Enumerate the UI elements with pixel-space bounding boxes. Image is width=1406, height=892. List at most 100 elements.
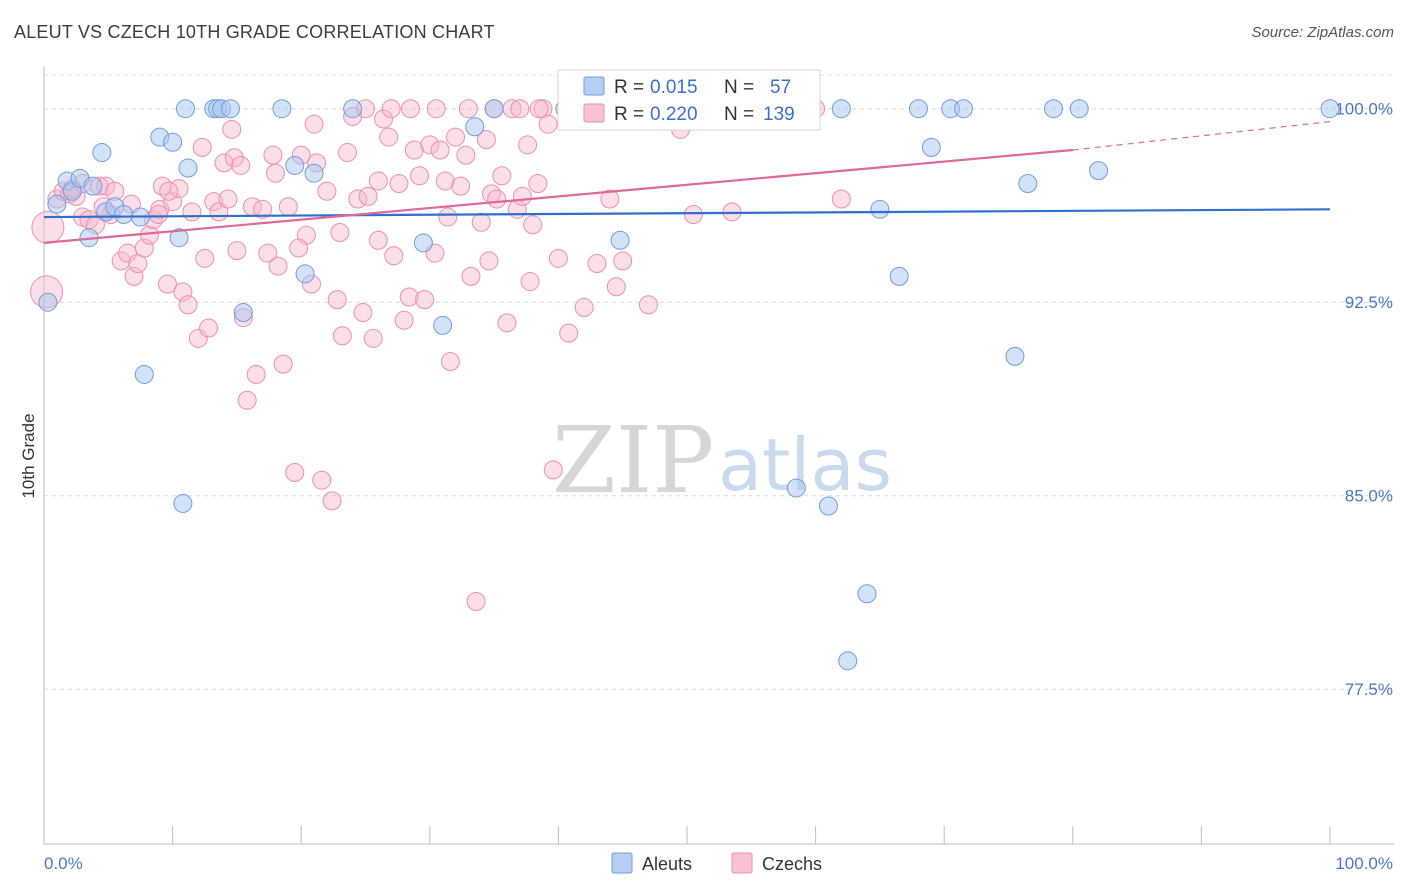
czech-point-132 — [231, 155, 251, 175]
czech-point-36 — [227, 241, 247, 261]
bottom-legend-aleut-label: Aleuts — [642, 854, 692, 874]
czech-point-44 — [268, 256, 288, 276]
aleut-point-27 — [304, 163, 324, 183]
czech-point-40 — [246, 364, 266, 384]
czech-point-29 — [195, 248, 215, 268]
aleut-point-17 — [175, 99, 195, 119]
legend-czech-r-value: 0.220 — [650, 104, 698, 125]
czech-point-75 — [430, 140, 450, 160]
aleut-point-45 — [870, 199, 890, 219]
czech-point-100 — [600, 189, 620, 209]
czech-point-87 — [492, 166, 512, 186]
aleut-point-18 — [178, 158, 198, 178]
aleut-point-14 — [163, 132, 183, 152]
aleut-point-43 — [838, 651, 858, 671]
czech-point-84 — [476, 130, 496, 150]
aleut-point-47 — [908, 99, 928, 119]
czech-point-123 — [831, 189, 851, 209]
czech-point-17 — [134, 238, 154, 258]
aleut-point-40 — [786, 478, 806, 498]
tick-labels: 77.5% 85.0% 92.5% 100.0% 0.0% 100.0% — [44, 100, 1393, 873]
czech-point-83 — [471, 212, 491, 232]
czech-trend-line — [43, 148, 1073, 244]
aleut-point-12 — [134, 364, 154, 384]
axes — [43, 66, 1394, 845]
czech-point-38 — [237, 390, 257, 410]
czech-point-30 — [199, 318, 219, 338]
bottom-legend-aleut-swatch — [611, 852, 633, 874]
czech-point-61 — [358, 186, 378, 206]
czech-point-104 — [159, 181, 179, 201]
aleut-point-1 — [47, 194, 67, 214]
czech-point-108 — [304, 114, 324, 134]
aleut-point-28 — [343, 99, 363, 119]
czech-point-82 — [466, 591, 486, 611]
czech-point-63 — [368, 171, 388, 191]
czech-point-140 — [606, 277, 626, 297]
legend-czech-n-value: 139 — [763, 104, 795, 125]
aleut-point-48 — [921, 137, 941, 157]
czech-point-47 — [285, 462, 305, 482]
czech-point-34 — [218, 189, 238, 209]
aleut-point-30 — [433, 315, 453, 335]
czech-point-57 — [337, 143, 357, 163]
czech-point-42 — [258, 243, 278, 263]
legend-box: R = 0.015 N = 57 R = 0.220 N = 139 — [557, 69, 821, 131]
czech-point-124 — [574, 297, 594, 317]
czech-point-72 — [415, 290, 435, 310]
aleut-point-41 — [818, 496, 838, 516]
czech-point-26 — [178, 295, 198, 315]
czech-point-28 — [188, 328, 208, 348]
czech-point-13 — [111, 251, 131, 271]
czech-point-101 — [638, 295, 658, 315]
aleut-trend-line — [43, 208, 1331, 219]
aleut-point-24 — [272, 99, 292, 119]
czech-point-96 — [538, 114, 558, 134]
aleut-point-25 — [285, 155, 305, 175]
czech-point-94 — [528, 174, 548, 194]
czech-point-113 — [458, 99, 478, 119]
aleut-point-23 — [233, 303, 253, 323]
czech-point-106 — [222, 119, 242, 139]
aleut-point-6 — [83, 176, 103, 196]
aleut-point-56 — [1320, 99, 1340, 119]
czech-point-55 — [327, 290, 347, 310]
czech-point-107 — [265, 163, 285, 183]
aleut-point-10 — [114, 204, 134, 224]
czech-point-133 — [289, 238, 309, 258]
czech-point-67 — [389, 174, 409, 194]
czech-point-41 — [253, 199, 273, 219]
aleut-point-53 — [1044, 99, 1064, 119]
czech-point-25 — [173, 282, 193, 302]
aleut-point-29 — [413, 233, 433, 253]
x-tick-label-0: 0.0% — [44, 854, 83, 873]
watermark: ZIP atlas — [552, 407, 892, 514]
czech-point-111 — [401, 99, 421, 119]
aleut-point-42 — [831, 99, 851, 119]
watermark-zip: ZIP — [552, 407, 714, 514]
czech-point-43 — [263, 145, 283, 165]
legend-aleut-r-label: R = — [614, 77, 649, 98]
czech-point-21 — [152, 176, 172, 196]
aleut-point-31 — [465, 117, 485, 137]
czech-point-56 — [332, 326, 352, 346]
czech-point-105 — [192, 137, 212, 157]
czech-point-27 — [182, 202, 202, 222]
czech-point-68 — [394, 310, 414, 330]
aleut-point-22 — [220, 99, 240, 119]
czech-point-22 — [157, 274, 177, 294]
czech-point-15 — [124, 266, 144, 286]
chart-source: Source: ZipAtlas.com — [1251, 24, 1394, 41]
czech-point-97 — [543, 460, 563, 480]
czech-point-138 — [520, 272, 540, 292]
aleut-point-44 — [857, 584, 877, 604]
czech-trend-line-extension — [1072, 121, 1331, 151]
aleut-point-52 — [1018, 174, 1038, 194]
czech-point-136 — [438, 207, 458, 227]
czech-point-62 — [363, 328, 383, 348]
czech-point-112 — [426, 99, 446, 119]
legend-czech-n-label: N = — [724, 104, 759, 125]
czech-point-73 — [420, 135, 440, 155]
czech-points — [30, 99, 851, 611]
bottom-legend: Aleuts Czechs — [611, 852, 822, 874]
